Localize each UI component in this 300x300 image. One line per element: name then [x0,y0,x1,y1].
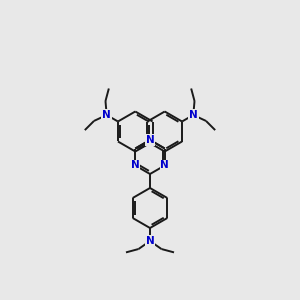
Text: N: N [146,236,154,246]
Text: N: N [189,110,198,120]
Text: N: N [102,110,111,120]
Text: N: N [131,160,140,170]
Text: N: N [146,135,154,145]
Text: N: N [160,160,169,170]
